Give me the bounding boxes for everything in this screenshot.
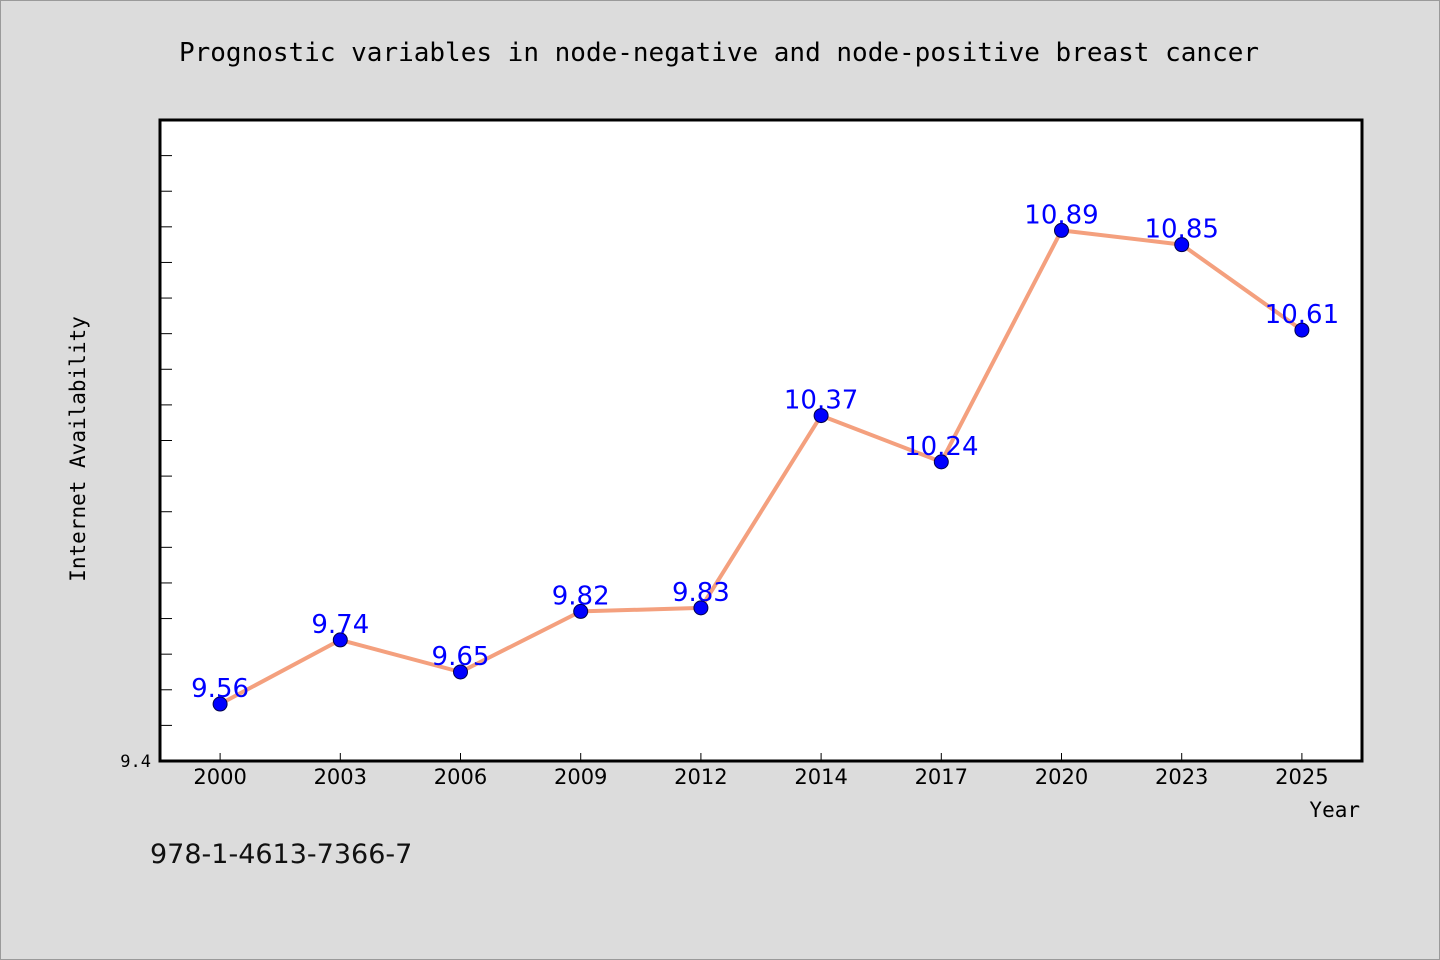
- x-tick-label: 2020: [1035, 765, 1088, 789]
- data-point: [573, 603, 589, 619]
- data-point: [693, 600, 709, 616]
- data-point: [1174, 237, 1190, 253]
- data-point: [332, 632, 348, 648]
- x-tick-label: 2017: [915, 765, 968, 789]
- series-layer: 9.56 9.74 9.65 9.82 9.83 10.37 10.24 10.89 10.85…: [191, 200, 1339, 712]
- x-tick-label: 2023: [1155, 765, 1208, 789]
- y-axis-title: Internet Availability: [66, 316, 90, 582]
- data-label: 10.37: [784, 386, 858, 416]
- x-tick-label: 2025: [1275, 765, 1328, 789]
- data-point: [1054, 222, 1069, 238]
- data-label: 10.85: [1144, 215, 1218, 245]
- data-label: 9.82: [552, 581, 610, 611]
- x-axis-ticks: 2000 2003 2006 2009 2012 2014 2017 2020 2023 2025: [193, 753, 1329, 789]
- data-point: [1294, 322, 1310, 338]
- data-label: 10.61: [1265, 300, 1339, 330]
- isbn-footer: 978-1-4613-7366-7: [150, 839, 412, 870]
- data-point: [933, 454, 949, 470]
- data-label: 9.56: [191, 674, 249, 704]
- data-point: [813, 408, 829, 424]
- y-tick-label-min: 9.4: [120, 752, 151, 772]
- x-tick-label: 2009: [554, 765, 607, 789]
- data-label: 9.65: [432, 642, 490, 672]
- x-tick-label: 2006: [434, 765, 487, 789]
- series-line: [219, 228, 1304, 706]
- data-point: [453, 664, 468, 680]
- plot-area: [158, 118, 1364, 763]
- x-axis-title: Year: [1309, 798, 1360, 822]
- data-label: 10.89: [1024, 200, 1098, 230]
- x-tick-label: 2003: [314, 765, 367, 789]
- x-tick-label: 2012: [674, 765, 727, 789]
- data-label: 9.83: [672, 578, 730, 608]
- chart-title: Prognostic variables in node-negative an…: [179, 38, 1259, 68]
- y-axis-ticks: [160, 155, 172, 726]
- x-tick-label: 2014: [794, 765, 847, 789]
- data-label: 10.24: [904, 432, 978, 462]
- data-label: 9.74: [311, 610, 369, 640]
- x-tick-label: 2000: [193, 765, 246, 789]
- data-point: [212, 696, 228, 712]
